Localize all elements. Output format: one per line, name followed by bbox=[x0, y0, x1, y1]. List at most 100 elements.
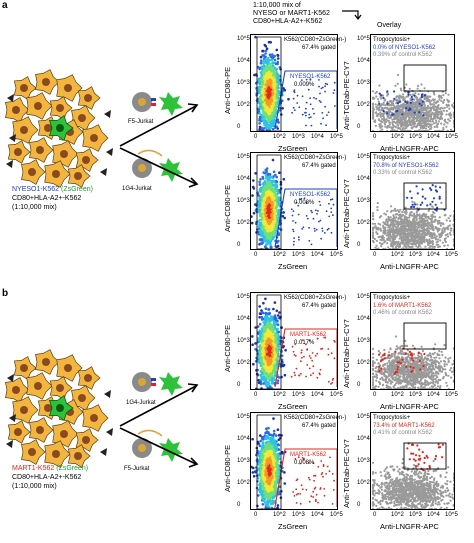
flow-y-tick: 0 bbox=[237, 382, 241, 388]
flow-x-tick: 10^3 bbox=[292, 392, 305, 398]
panel-b-jurkat-top-icon bbox=[132, 372, 183, 396]
flow-x-tick: 10^5 bbox=[330, 252, 343, 258]
flow-x-tick: 10^2 bbox=[273, 252, 286, 258]
overlay-y-tick: 10^5 bbox=[357, 294, 370, 300]
trogo-line-2: 0.33% of control K562 bbox=[373, 170, 433, 176]
flow-x-tick: 0 bbox=[254, 392, 258, 398]
overlay-x-tick: 10^5 bbox=[445, 512, 458, 518]
flow-x-label: ZsGreen bbox=[278, 144, 308, 153]
flow-x-tick: 10^4 bbox=[311, 392, 324, 398]
flow-target-gate: NYESO1-K562 bbox=[290, 74, 331, 80]
trogo-line-1: 0.0% of NYESO1-K562 bbox=[373, 45, 436, 51]
overlay-y-tick: 0 bbox=[357, 242, 361, 248]
flow-y-tick: 10^3 bbox=[237, 458, 250, 464]
flow-x-tick: 10^5 bbox=[330, 392, 343, 398]
flow-gate-name: K562(CD80+ZsGreen-) bbox=[284, 295, 347, 301]
panel-a-bystander: CD80+HLA-A2+-K562 bbox=[12, 195, 82, 202]
overlay-y-tick: 10^3 bbox=[357, 198, 370, 204]
overlay-y-label: Anti-TCRab-PE-CY7 bbox=[342, 61, 351, 130]
flow-plot bbox=[250, 292, 338, 390]
flow-x-label: ZsGreen bbox=[278, 262, 308, 271]
flow-target-gate: MART1-K562 bbox=[290, 332, 327, 338]
mix-line-2: NYESO or MART1-K562 bbox=[253, 10, 330, 17]
flow-y-tick: 10^5 bbox=[237, 36, 250, 42]
flow-x-tick: 10^3 bbox=[292, 252, 305, 258]
flow-x-tick: 10^3 bbox=[292, 512, 305, 518]
panel-b-ratio: (1:10,000 mix) bbox=[12, 483, 57, 490]
flow-x-tick: 10^5 bbox=[330, 512, 343, 518]
flow-y-tick: 10^3 bbox=[237, 338, 250, 344]
flow-y-label: Anti-CD80-PE bbox=[223, 66, 232, 114]
trogo-line-1: 1.6% of MART1-K562 bbox=[373, 303, 432, 309]
flow-x-label: ZsGreen bbox=[278, 522, 308, 531]
trogo-line-2: 0.39% of control K562 bbox=[373, 52, 433, 58]
overlay-x-tick: 10^4 bbox=[427, 252, 440, 258]
panel-b-jurkat-bottom-icon bbox=[132, 429, 183, 462]
overlay-y-tick: 10^4 bbox=[357, 176, 370, 182]
overlay-x-label: Anti-LNGFR-APC bbox=[380, 262, 439, 271]
trogo-title: Trogocytosis+ bbox=[373, 415, 411, 421]
panel-a-cell-cluster bbox=[5, 69, 113, 188]
overlay-y-tick: 0 bbox=[357, 502, 361, 508]
overlay-y-tick: 10^5 bbox=[357, 154, 370, 160]
flow-x-tick: 10^2 bbox=[273, 392, 286, 398]
flow-y-label: Anti-CD80-PE bbox=[223, 324, 232, 372]
flow-y-label: Anti-CD80-PE bbox=[223, 444, 232, 492]
overlay-y-tick: 10^4 bbox=[357, 436, 370, 442]
flow-y-tick: 10^2 bbox=[237, 480, 250, 486]
overlay-y-tick: 10^2 bbox=[357, 480, 370, 486]
flow-gated-pct: 67.4% gated bbox=[302, 45, 336, 51]
flow-gated-pct: 67.4% gated bbox=[302, 163, 336, 169]
panel-b-target-suffix: (ZsGreen) bbox=[56, 465, 89, 472]
flow-y-tick: 0 bbox=[237, 502, 241, 508]
panel-a-jurkat-top-icon bbox=[132, 92, 183, 116]
flow-y-tick: 0 bbox=[237, 124, 241, 130]
panel-a-target-suffix: (ZsGreen) bbox=[61, 186, 93, 193]
flow-target-pct: 0.009% bbox=[294, 82, 315, 88]
flow-target-gate: MART1-K562 bbox=[290, 452, 327, 458]
overlay-y-tick: 0 bbox=[357, 124, 361, 130]
flow-y-tick: 10^3 bbox=[237, 198, 250, 204]
flow-target-pct: 0.008% bbox=[294, 200, 315, 206]
panel-a-cell-top: F5-Jurkat bbox=[128, 119, 154, 125]
overlay-x-tick: 10^2 bbox=[391, 512, 404, 518]
flow-x-tick: 0 bbox=[254, 512, 258, 518]
overlay-y-tick: 10^2 bbox=[357, 360, 370, 366]
flow-x-label: ZsGreen bbox=[278, 402, 308, 411]
overlay-x-tick: 10^2 bbox=[391, 134, 404, 140]
overlay-x-tick: 10^5 bbox=[445, 134, 458, 140]
flow-x-tick: 10^4 bbox=[311, 134, 324, 140]
overlay-y-tick: 0 bbox=[357, 382, 361, 388]
overlay-x-tick: 10^3 bbox=[409, 134, 422, 140]
panel-a-jurkat-bottom-icon bbox=[132, 149, 183, 182]
overlay-y-label: Anti-TCRab-PE-CY7 bbox=[342, 439, 351, 508]
flow-y-tick: 10^4 bbox=[237, 316, 250, 322]
overlay-x-label: Anti-LNGFR-APC bbox=[380, 522, 439, 531]
overlay-x-tick: 10^4 bbox=[427, 512, 440, 518]
flow-y-tick: 10^2 bbox=[237, 360, 250, 366]
panel-a-ratio: (1:10,000 mix) bbox=[12, 204, 57, 211]
overlay-plot bbox=[370, 412, 455, 510]
flow-x-tick: 10^3 bbox=[292, 134, 305, 140]
flow-x-tick: 10^2 bbox=[273, 512, 286, 518]
mix-line-3: CD80+HLA-A2+-K562 bbox=[253, 18, 323, 25]
panel-b-bystander: CD80+HLA-A2+-K562 bbox=[12, 474, 82, 481]
overlay-y-tick: 10^2 bbox=[357, 102, 370, 108]
flow-gate-name: K562(CD80+ZsGreen-) bbox=[284, 155, 347, 161]
flow-x-tick: 0 bbox=[254, 134, 258, 140]
flow-target-gate: NYESO1-K562 bbox=[290, 192, 331, 198]
overlay-x-tick: 0 bbox=[373, 134, 377, 140]
panel-a-target-label: NYESO1-K562 bbox=[12, 186, 60, 193]
flow-target-pct: 0.008% bbox=[294, 460, 315, 466]
panel-a-cell-bottom: 1G4-Jurkat bbox=[122, 186, 152, 192]
overlay-y-tick: 10^4 bbox=[357, 316, 370, 322]
flow-y-tick: 10^2 bbox=[237, 220, 250, 226]
overlay-x-tick: 0 bbox=[373, 392, 377, 398]
overlay-x-tick: 10^2 bbox=[391, 252, 404, 258]
overlay-x-tick: 0 bbox=[373, 252, 377, 258]
overlay-y-tick: 10^3 bbox=[357, 338, 370, 344]
trogo-title: Trogocytosis+ bbox=[373, 155, 411, 161]
overlay-x-label: Anti-LNGFR-APC bbox=[380, 402, 439, 411]
overlay-plot bbox=[370, 292, 455, 390]
flow-y-tick: 10^4 bbox=[237, 176, 250, 182]
